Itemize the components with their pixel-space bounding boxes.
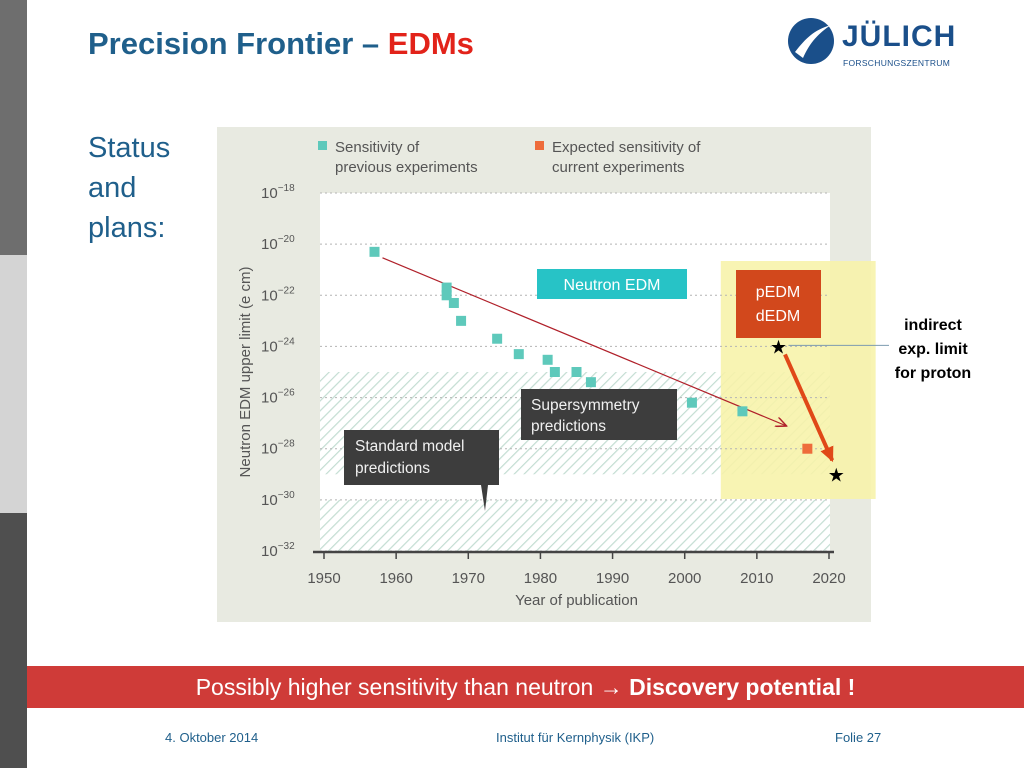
data-point-previous [456,315,467,326]
y-tick-exponent: −30 [278,490,295,501]
status-line: and [88,172,137,204]
footer-page-number: Folie 27 [835,730,882,745]
data-point-previous [492,333,503,344]
discovery-banner: Possibly higher sensitivity than neutron… [27,666,1024,708]
neutron-edm-label-box [537,269,687,299]
y-tick-exponent: −18 [278,183,295,194]
susy-label-text: Supersymmetry [531,397,640,414]
legend-label: Expected sensitivity of [552,139,701,156]
logo-name: JÜLICH [842,20,957,53]
y-tick-exponent: −20 [278,234,295,245]
pedm-label-text: dEDM [756,308,800,325]
footer-date: 4. Oktober 2014 [165,730,259,745]
y-tick-label: 10−22 [261,285,295,304]
y-tick-label: 10−20 [261,234,295,253]
proton-note-line: for proton [894,365,972,382]
legend-marker [535,141,544,150]
status-line: Status [88,132,171,164]
x-tick-label: 2000 [668,570,701,587]
banner-strong: Discovery potential ! [629,674,856,700]
y-tick-exponent: −26 [278,388,295,399]
status-text: Status and plans: [88,128,170,248]
page-title: Precision Frontier – EDMs [88,26,474,62]
status-line: plans: [88,212,166,244]
legend-marker [318,141,327,150]
y-axis-label: Neutron EDM upper limit (e cm) [237,267,254,478]
footer-institute: Institut für Kernphysik (IKP) [496,730,655,745]
title-accent: EDMs [387,26,474,61]
edm-chart: 1950 1960 1970 1980 1990 2000 2010 2020 Year of … [237,139,889,609]
proton-note-line: indirect [904,317,962,334]
susy-label-text: predictions [531,418,606,435]
y-tick-exponent: −22 [278,285,295,296]
x-tick-label: 1960 [379,570,412,587]
proton-note-line: exp. limit [898,341,968,358]
sm-label-text: predictions [355,460,430,477]
y-tick-label: 10−30 [261,490,295,509]
pedm-label-box [736,270,821,338]
logo-subtitle: FORSCHUNGSZENTRUM [843,58,951,68]
data-point-previous [585,377,596,388]
data-point-previous [737,406,748,417]
data-point-previous [513,349,524,360]
susy-label-box [521,389,677,440]
arrow-right-icon: → [599,674,623,700]
pedm-label-text: pEDM [756,284,800,301]
y-tick-exponent: −28 [278,439,295,450]
y-tick-label: 10−18 [261,183,295,202]
side-bar-light [0,255,27,513]
data-point-previous [441,282,452,293]
y-tick-exponent: −32 [278,541,295,552]
neutron-edm-label: Neutron EDM [564,277,661,294]
data-point-previous [542,354,553,365]
x-axis-label: Year of publication [515,592,638,609]
data-point-expected [802,443,813,454]
data-point-previous [686,397,697,408]
side-bar-dark-top [0,0,27,255]
x-tick-label: 1990 [596,570,629,587]
proton-star-icon: ★ [770,336,787,358]
legend-label: Sensitivity of [335,139,420,156]
y-tick-label: 10−24 [261,336,295,355]
y-tick-exponent: −24 [278,336,295,347]
sm-label-box [344,430,499,511]
juelich-logo: JÜLICH FORSCHUNGSZENTRUM [786,14,966,74]
legend-label: current experiments [552,159,685,176]
data-point-previous [441,290,452,301]
title-main: Precision Frontier – [88,26,380,61]
data-point-previous [369,246,380,257]
x-tick-label: 1950 [307,570,340,587]
sm-label-text: Standard model [355,438,464,455]
side-bar-dark-bottom [0,513,27,768]
y-tick-label: 10−32 [261,541,295,560]
proton-note: indirect exp. limit for proton [878,314,988,386]
data-point-previous [571,367,582,377]
x-tick-label: 1980 [524,570,557,587]
x-tick-label: 1970 [452,570,485,587]
prediction-band [320,499,830,551]
proton-star-icon: ★ [828,464,845,486]
data-point-previous [448,297,459,308]
y-tick-label: 10−28 [261,439,295,458]
data-point-previous [549,367,560,377]
x-tick-label: 2020 [812,570,845,587]
x-tick-label: 2010 [740,570,773,587]
legend-label: previous experiments [335,159,478,176]
banner-text: Possibly higher sensitivity than neutron [195,674,594,700]
proton-improvement-arrow [783,353,835,463]
y-tick-label: 10−26 [261,388,295,407]
juelich-logo-icon [788,18,834,64]
